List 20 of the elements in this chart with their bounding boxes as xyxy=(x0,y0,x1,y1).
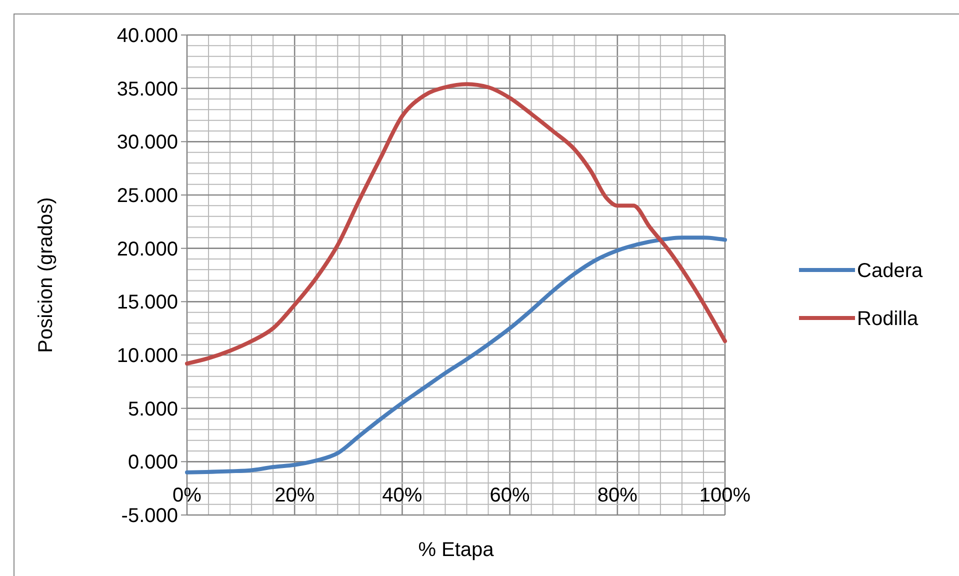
x-tick-label: 20% xyxy=(274,484,315,507)
y-tick-label: 5.000 xyxy=(128,398,178,420)
x-tick-label: 40% xyxy=(382,484,422,507)
x-tick-label: 80% xyxy=(597,484,638,507)
y-tick-label: -5.000 xyxy=(121,505,178,527)
y-tick-label: 40.000 xyxy=(116,25,178,47)
legend-label: Rodilla xyxy=(857,308,920,330)
y-tick-label: 10.000 xyxy=(116,345,178,367)
y-tick-label: 35.000 xyxy=(116,78,178,100)
y-tick-label: 20.000 xyxy=(116,238,178,260)
x-tick-label: 100% xyxy=(699,484,751,507)
x-tick-label: 60% xyxy=(490,484,530,507)
x-axis-title: % Etapa xyxy=(418,539,495,561)
x-tick-label: 0% xyxy=(172,484,202,507)
y-axis-title: Posicion (grados) xyxy=(35,197,57,353)
y-tick-label: 15.000 xyxy=(116,292,178,314)
y-tick-label: 30.000 xyxy=(116,132,178,154)
y-tick-label: 0.000 xyxy=(128,452,178,474)
legend-label: Cadera xyxy=(857,260,924,282)
y-tick-label: 25.000 xyxy=(116,185,178,207)
